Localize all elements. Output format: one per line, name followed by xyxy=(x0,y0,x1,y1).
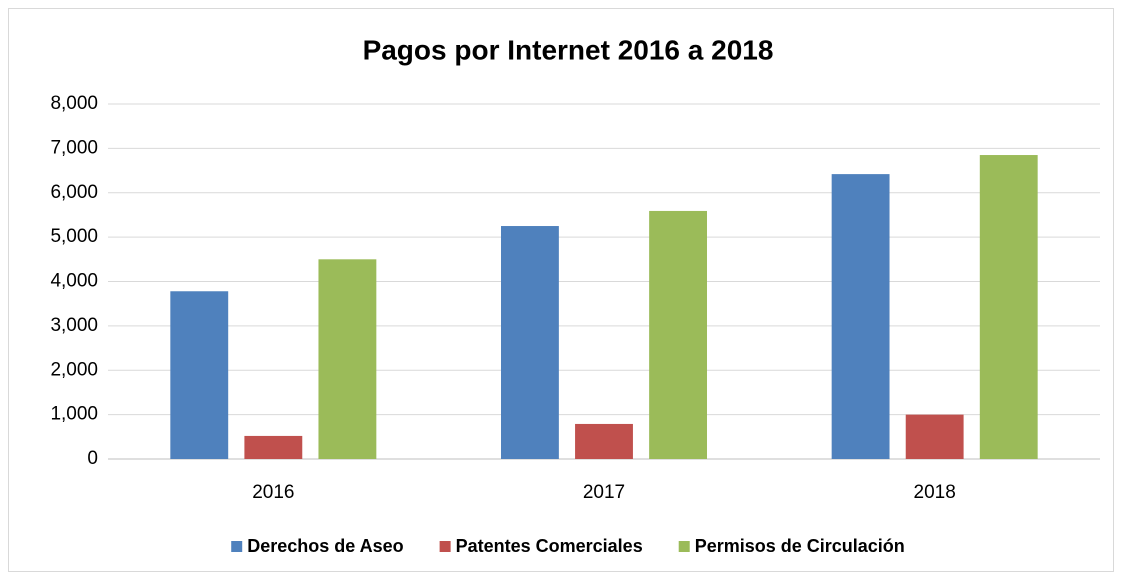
legend-swatch xyxy=(231,541,243,552)
legend-swatch xyxy=(678,541,690,552)
legend-label: Patentes Comerciales xyxy=(456,536,643,556)
legend-swatch xyxy=(439,541,451,552)
y-tick-label: 0 xyxy=(87,448,98,469)
bar xyxy=(979,155,1038,459)
x-tick-label: 2018 xyxy=(914,482,956,503)
bar xyxy=(500,226,559,459)
y-tick-label: 1,000 xyxy=(50,404,98,425)
bar xyxy=(575,423,633,459)
y-tick-label: 7,000 xyxy=(50,137,98,158)
y-tick-label: 6,000 xyxy=(50,182,98,203)
y-tick-label: 4,000 xyxy=(50,271,98,292)
chart-title: Pagos por Internet 2016 a 2018 xyxy=(363,34,774,65)
bar xyxy=(244,435,303,459)
y-tick-label: 8,000 xyxy=(50,93,98,114)
chart-border xyxy=(8,8,1114,572)
bar xyxy=(649,210,708,459)
legend-label: Derechos de Aseo xyxy=(247,536,403,556)
bar xyxy=(905,414,964,459)
y-tick-label: 2,000 xyxy=(50,359,98,380)
y-tick-label: 3,000 xyxy=(50,315,98,336)
x-tick-label: 2017 xyxy=(583,482,625,503)
bar xyxy=(170,291,229,459)
bar xyxy=(831,174,890,460)
x-tick-label: 2016 xyxy=(252,482,294,503)
bar xyxy=(318,259,377,459)
y-tick-label: 5,000 xyxy=(50,226,98,247)
legend-label: Permisos de Circulación xyxy=(695,536,905,556)
